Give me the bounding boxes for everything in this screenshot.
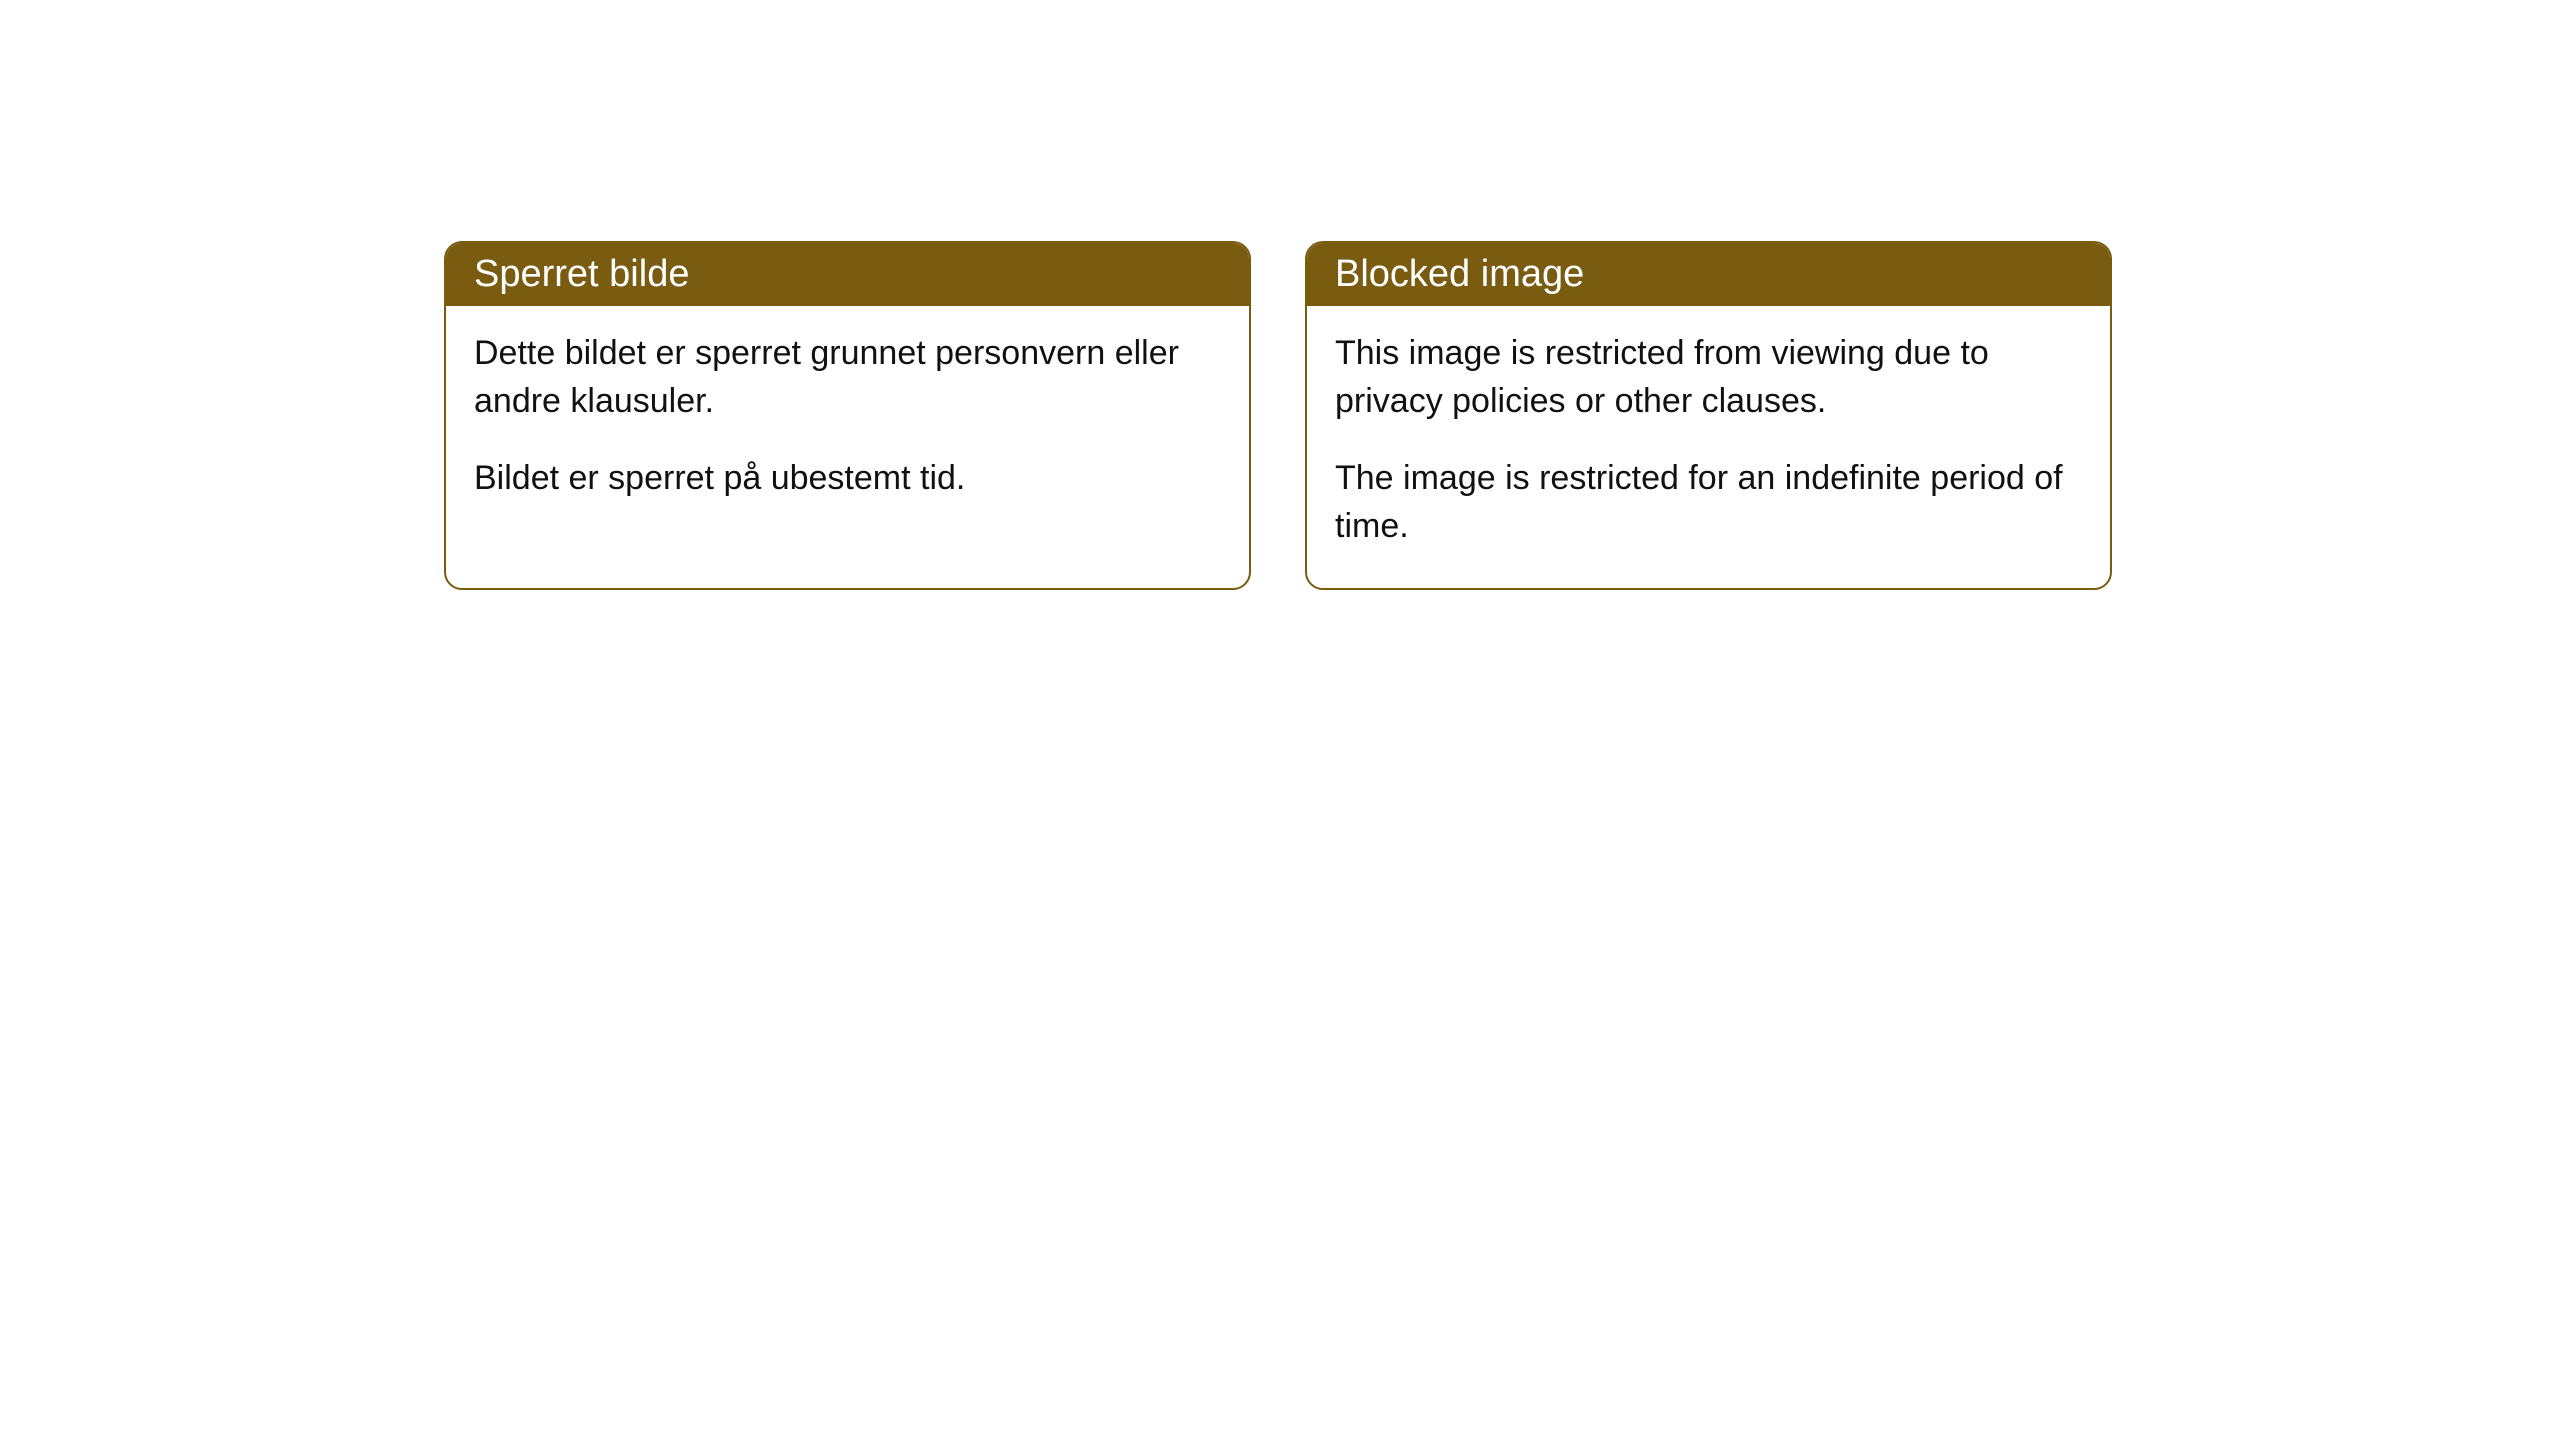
notice-text-no-1: Dette bildet er sperret grunnet personve… <box>474 330 1221 425</box>
card-header-no: Sperret bilde <box>446 243 1249 306</box>
card-body-no: Dette bildet er sperret grunnet personve… <box>446 306 1249 541</box>
notice-cards-container: Sperret bilde Dette bildet er sperret gr… <box>0 0 2560 590</box>
notice-text-no-2: Bildet er sperret på ubestemt tid. <box>474 455 1221 503</box>
notice-text-en-1: This image is restricted from viewing du… <box>1335 330 2082 425</box>
card-header-en: Blocked image <box>1307 243 2110 306</box>
blocked-image-card-no: Sperret bilde Dette bildet er sperret gr… <box>444 241 1251 590</box>
card-body-en: This image is restricted from viewing du… <box>1307 306 2110 588</box>
notice-text-en-2: The image is restricted for an indefinit… <box>1335 455 2082 550</box>
blocked-image-card-en: Blocked image This image is restricted f… <box>1305 241 2112 590</box>
